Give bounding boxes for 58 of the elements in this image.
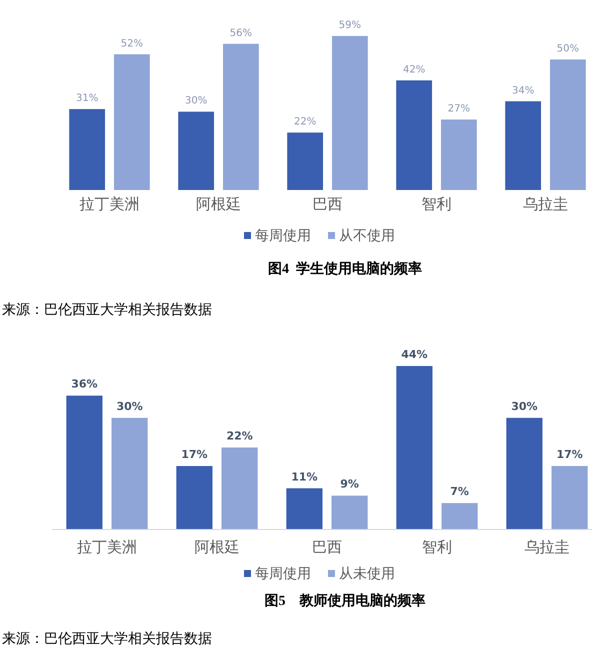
bar: [222, 44, 259, 190]
bar: [66, 396, 102, 529]
x-tick-label: 乌拉圭: [523, 196, 568, 213]
x-tick-label: 巴西: [312, 539, 342, 556]
bar: [286, 488, 322, 529]
bar: [550, 59, 586, 190]
data-label: 9%: [340, 478, 359, 491]
data-label: 27%: [448, 104, 470, 115]
bar: [396, 366, 432, 529]
legend-label: 每周使用: [255, 227, 311, 243]
data-label: 59%: [338, 20, 362, 31]
x-tick-label: 智利: [422, 539, 452, 556]
source-note: 来源：巴伦西亚大学相关报告数据: [2, 631, 212, 647]
source-note: 来源：巴伦西亚大学相关报告数据: [2, 302, 212, 318]
data-label: 17%: [556, 448, 583, 462]
data-label: 30%: [184, 96, 208, 107]
x-tick-label: 阿根廷: [194, 539, 240, 556]
data-label: 42%: [402, 64, 426, 76]
data-label: 30%: [116, 400, 143, 413]
data-label: 36%: [71, 378, 98, 391]
bar: [332, 36, 368, 190]
bar: [69, 109, 106, 190]
x-tick-label: 拉丁美洲: [77, 539, 137, 556]
bar: [114, 54, 150, 190]
data-label: 17%: [181, 448, 208, 462]
x-tick-label: 智利: [422, 196, 452, 213]
bar: [506, 418, 542, 529]
data-label: 22%: [226, 430, 253, 442]
bar: [176, 466, 212, 529]
text: 图4 学生使用电脑的频率: [268, 260, 422, 277]
bar: [222, 448, 258, 529]
data-label: 56%: [230, 28, 252, 39]
x-tick-label: 巴西: [312, 196, 342, 213]
bar: [287, 132, 324, 190]
data-label: 31%: [76, 93, 98, 104]
x-tick-label: 拉丁美洲: [80, 196, 140, 213]
bar: [552, 466, 588, 529]
bar: [505, 101, 542, 190]
bar: [440, 120, 477, 190]
data-label: 11%: [291, 470, 318, 484]
bar: [112, 418, 148, 529]
data-label: 34%: [512, 85, 534, 96]
data-label: 50%: [556, 43, 580, 54]
data-label: 52%: [120, 38, 144, 50]
data-label: 30%: [511, 400, 538, 413]
bar: [396, 80, 432, 190]
data-label: 22%: [294, 116, 316, 128]
legend-label: 从未使用: [339, 565, 395, 581]
bar: [332, 496, 368, 529]
legend-label: 每周使用: [255, 565, 311, 581]
text: 图5 教师使用电脑的频率: [264, 592, 426, 609]
legend-label: 从不使用: [339, 227, 395, 243]
x-tick-label: 阿根廷: [196, 196, 241, 213]
bar: [178, 112, 214, 190]
data-label: 44%: [401, 348, 428, 361]
bar: [442, 503, 478, 529]
x-tick-label: 乌拉圭: [524, 539, 570, 556]
data-label: 7%: [450, 485, 469, 498]
